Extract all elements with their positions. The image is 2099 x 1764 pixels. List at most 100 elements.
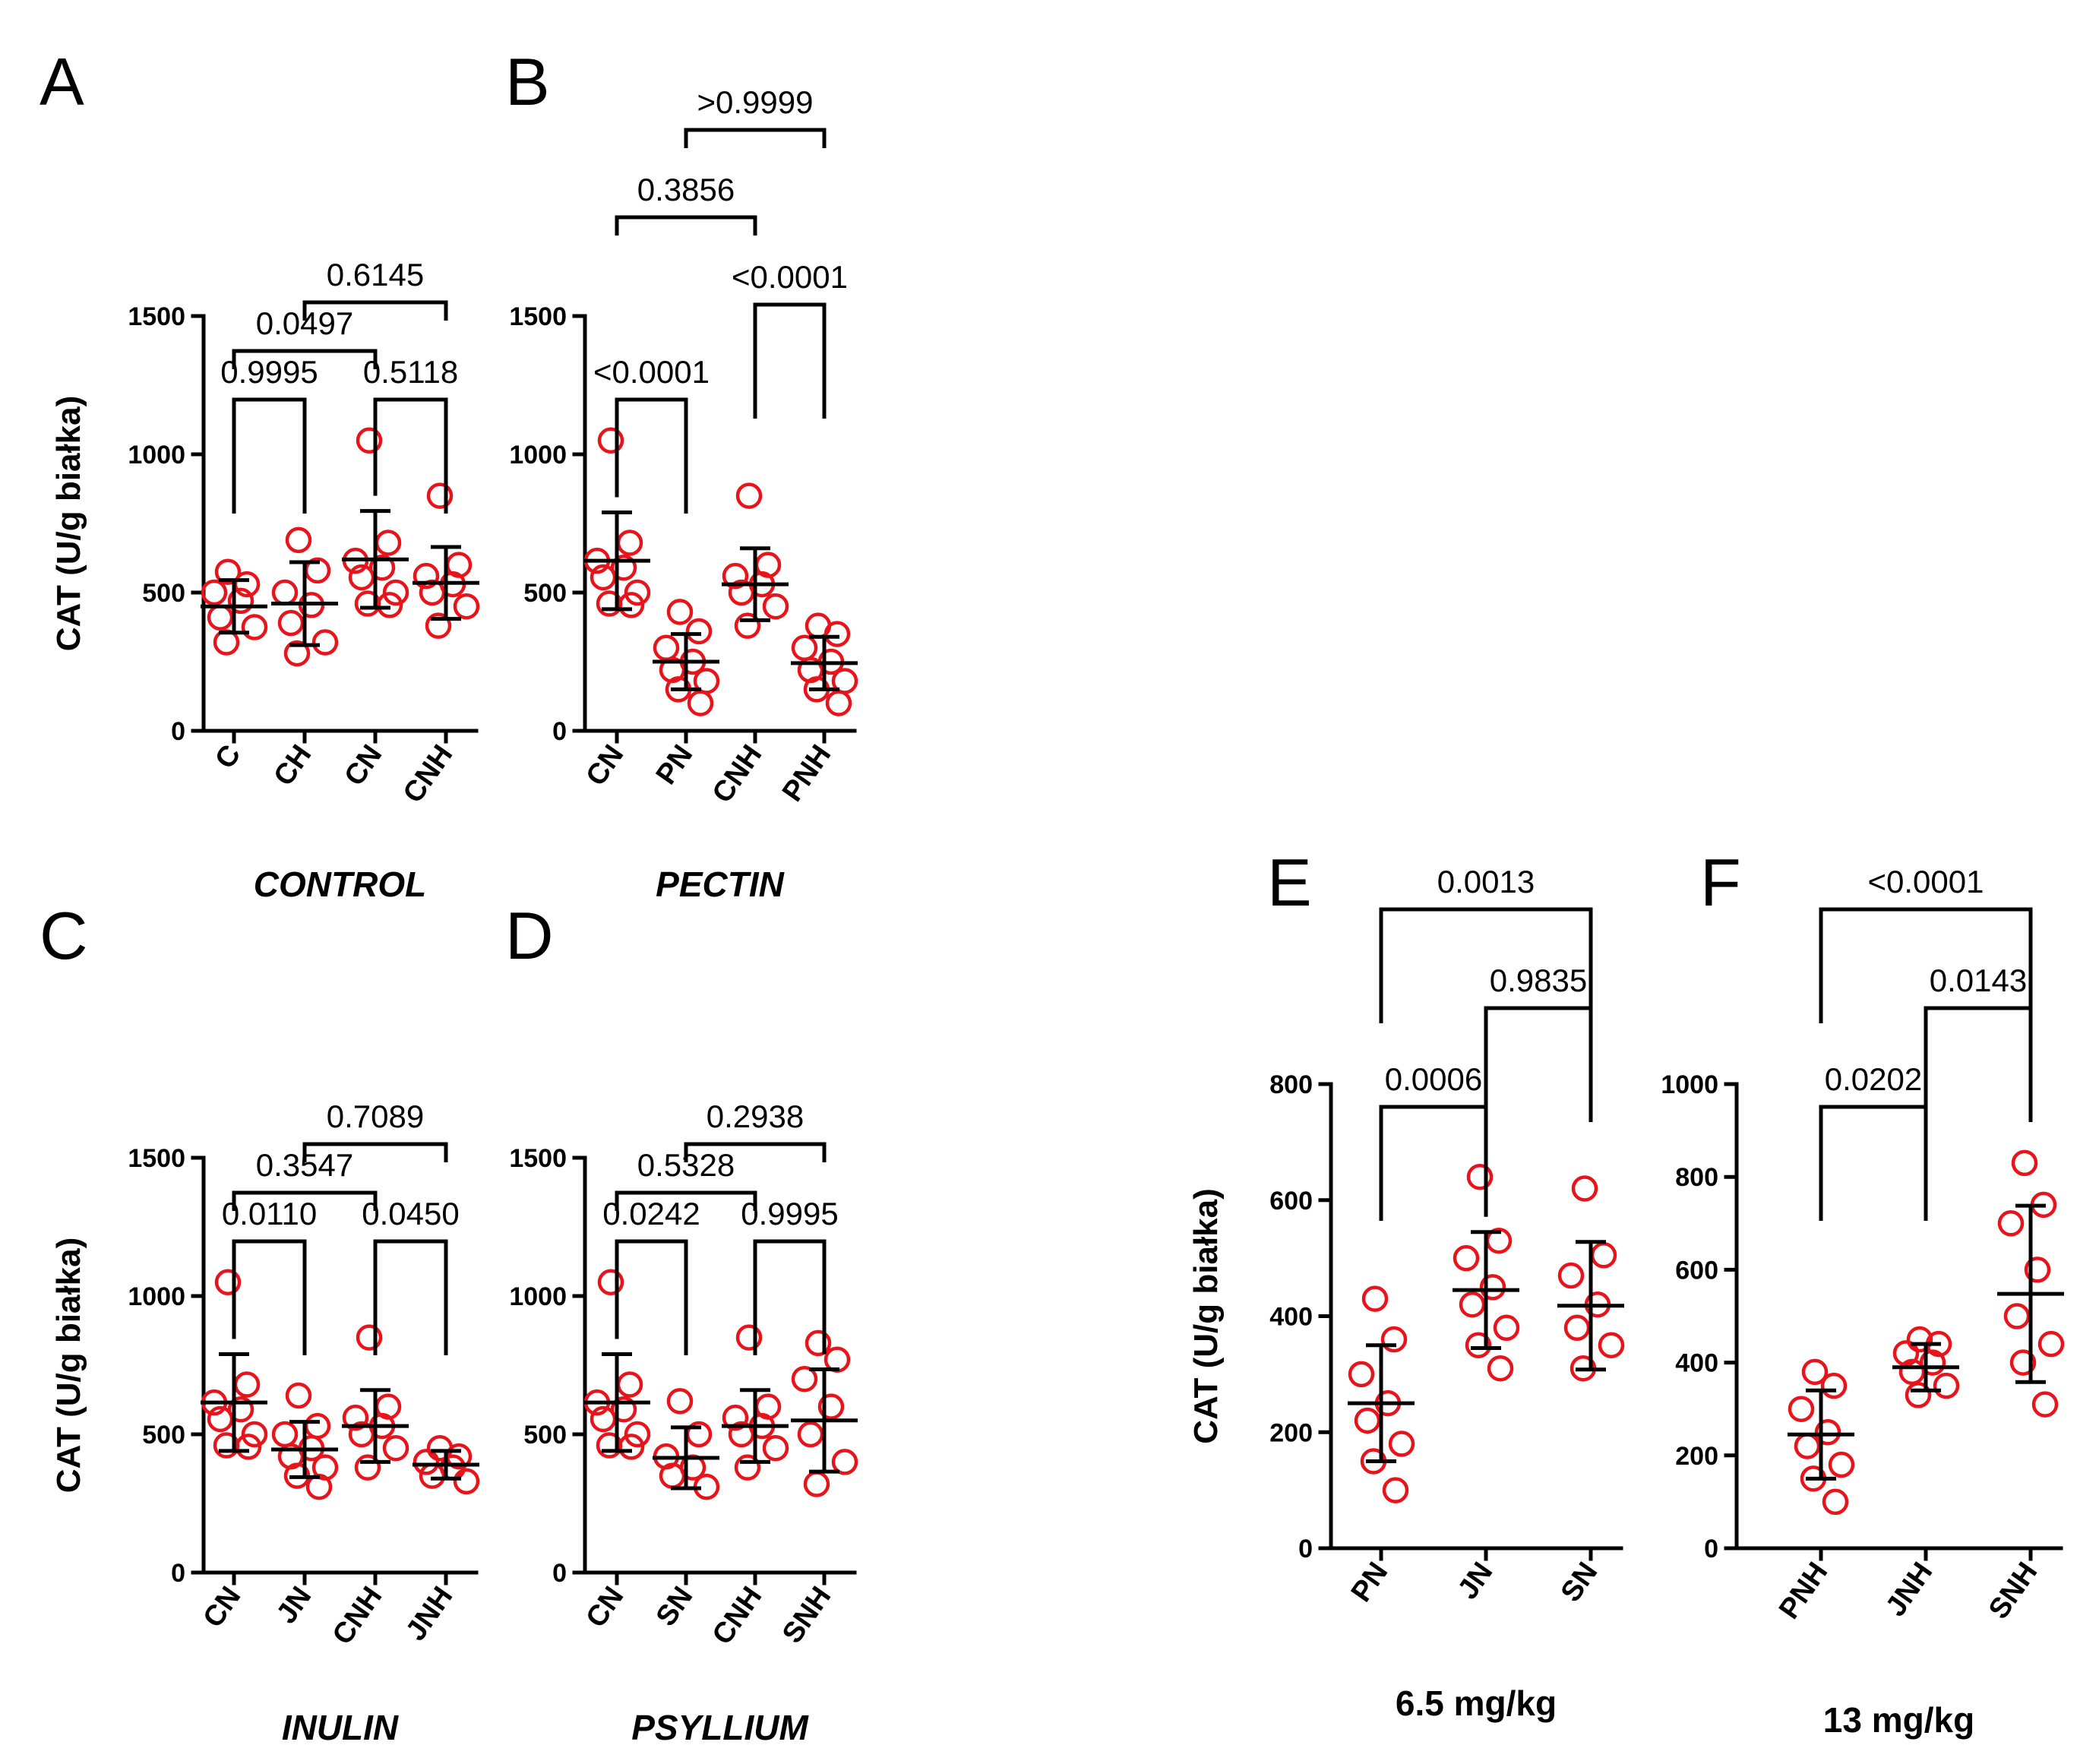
- group-label: CONTROL: [254, 865, 426, 904]
- p-value-label: 0.2938: [707, 1099, 804, 1134]
- p-value-label: 0.5118: [363, 354, 458, 390]
- data-point: [1459, 1291, 1486, 1318]
- data-point: [453, 593, 480, 620]
- data-point: [207, 1405, 234, 1433]
- p-value-label: 0.0110: [222, 1196, 317, 1231]
- data-point: [235, 1434, 262, 1460]
- data-point: [2031, 1391, 2059, 1418]
- data-point: [1598, 1332, 1625, 1358]
- data-point: [735, 1324, 763, 1351]
- y-tick-label: 600: [1675, 1256, 1718, 1285]
- p-value-label: <0.0001: [732, 259, 848, 295]
- data-point: [597, 1269, 624, 1296]
- y-tick-label: 0: [552, 717, 567, 746]
- data-point: [376, 592, 403, 618]
- y-tick-label: 0: [552, 1559, 567, 1588]
- data-point: [356, 1324, 383, 1351]
- data-point: [666, 1388, 694, 1415]
- p-value-label: 0.0013: [1437, 864, 1535, 899]
- significance-bracket: [1819, 907, 2033, 1023]
- y-tick-label: 500: [142, 1421, 185, 1449]
- data-point: [728, 1421, 755, 1448]
- data-point: [214, 1269, 242, 1296]
- y-tick-label: 0: [1298, 1535, 1313, 1563]
- data-point: [590, 564, 617, 591]
- panel-label: E: [1267, 845, 1312, 920]
- y-tick-label: 0: [171, 1559, 185, 1588]
- data-point: [214, 558, 242, 585]
- group-label: PECTIN: [656, 865, 784, 904]
- data-point: [1563, 1314, 1591, 1342]
- panel-label: C: [40, 898, 88, 973]
- data-point: [1933, 1372, 1960, 1399]
- y-axis-title: CAT (U/g białka): [50, 1238, 87, 1494]
- data-point: [831, 1449, 858, 1475]
- y-tick-label: 1500: [509, 1144, 567, 1173]
- p-value-label: <0.0001: [593, 354, 710, 390]
- y-tick-label: 1500: [128, 302, 185, 331]
- group-label: INULIN: [282, 1708, 399, 1747]
- p-value-label: 0.0242: [602, 1196, 700, 1231]
- data-point: [382, 1434, 409, 1462]
- data-point: [590, 1405, 617, 1433]
- data-point: [2003, 1303, 2031, 1329]
- data-point: [1348, 1361, 1375, 1388]
- significance-bracket: [373, 397, 448, 514]
- data-point: [734, 612, 761, 639]
- p-value-label: 0.9835: [1490, 963, 1587, 998]
- data-point: [227, 587, 254, 615]
- data-point: [734, 1454, 761, 1481]
- panel-label: D: [505, 898, 554, 973]
- data-point: [797, 1421, 824, 1448]
- data-point: [618, 592, 645, 618]
- y-tick-label: 1000: [128, 1282, 185, 1311]
- data-point: [382, 579, 409, 606]
- data-point: [762, 593, 789, 620]
- significance-bracket: [302, 1142, 448, 1162]
- data-point: [348, 564, 375, 591]
- p-value-label: 0.6145: [327, 257, 424, 292]
- data-point: [1382, 1477, 1409, 1503]
- p-value-label: 0.3856: [637, 172, 735, 207]
- data-point: [1380, 1326, 1408, 1353]
- data-point: [1788, 1396, 1815, 1422]
- data-point: [1822, 1488, 1849, 1516]
- data-point: [728, 579, 755, 606]
- data-point: [1361, 1285, 1389, 1312]
- data-point: [805, 1329, 832, 1357]
- data-point: [311, 629, 339, 656]
- panel-label: B: [505, 44, 550, 119]
- data-point: [1814, 1419, 1841, 1446]
- data-point: [285, 526, 312, 554]
- y-tick-label: 200: [1269, 1418, 1313, 1447]
- y-tick-label: 200: [1675, 1442, 1718, 1471]
- data-point: [722, 1404, 749, 1431]
- p-value-label: 0.7089: [327, 1099, 424, 1134]
- p-value-label: 0.0006: [1385, 1061, 1482, 1097]
- data-point: [1801, 1358, 1829, 1386]
- significance-bracket: [684, 128, 827, 148]
- p-value-label: >0.9999: [697, 84, 814, 120]
- data-point: [1906, 1326, 1933, 1353]
- data-point: [356, 427, 383, 454]
- y-tick-label: 600: [1269, 1187, 1313, 1216]
- y-tick-label: 500: [523, 579, 567, 608]
- panel-label: F: [1700, 845, 1741, 920]
- data-point: [823, 621, 851, 647]
- significance-bracket: [302, 300, 448, 321]
- data-point: [762, 1434, 789, 1462]
- significance-bracket: [232, 1239, 307, 1355]
- data-point: [241, 1421, 268, 1448]
- data-point: [722, 562, 749, 590]
- group-label: 13 mg/kg: [1823, 1700, 1974, 1740]
- data-point: [1892, 1340, 1920, 1367]
- significance-bracket: [753, 302, 827, 419]
- data-point: [624, 579, 651, 606]
- data-point: [425, 612, 452, 639]
- significance-bracket: [232, 397, 307, 514]
- data-point: [368, 554, 396, 581]
- data-point: [1487, 1355, 1514, 1382]
- significance-bracket: [1379, 1105, 1488, 1221]
- y-tick-label: 1500: [509, 302, 567, 331]
